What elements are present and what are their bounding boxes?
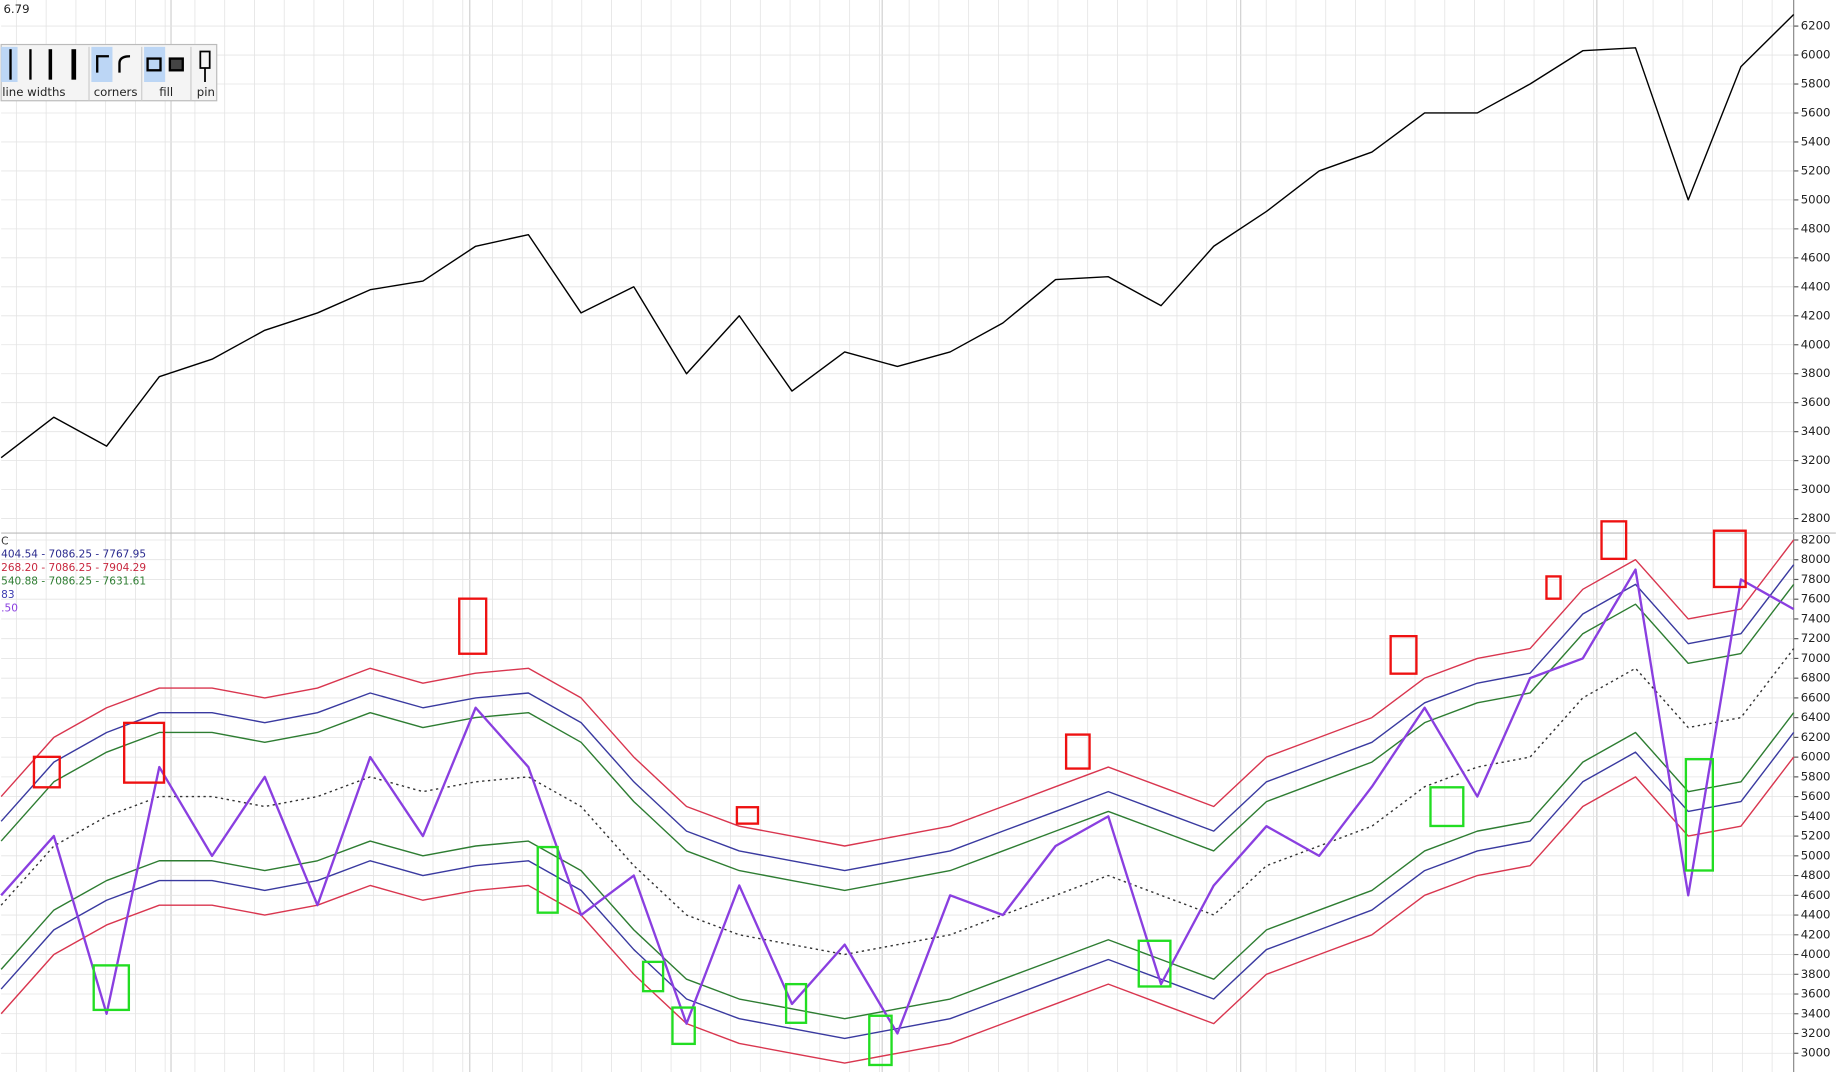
y-tick-label: 6600 [1801,690,1831,704]
trough-box [642,960,665,993]
series-line [0,539,1795,847]
series-line [0,583,1795,892]
selected-corner[interactable] [91,46,113,83]
series-line [0,756,1795,1064]
y-tick-label: 8200 [1801,532,1831,546]
legend-text: 83 [1,589,14,601]
trough-box [1137,939,1172,988]
y-tick-label: 3800 [1801,967,1831,981]
trough-box [671,1006,696,1046]
y-tick-label: 4600 [1801,888,1831,902]
trough-box [92,964,131,1012]
y-tick-label: 3000 [1801,1046,1831,1060]
pin-icon[interactable] [199,50,211,83]
y-tick-label: 5400 [1801,134,1831,148]
y-tick-label: 4400 [1801,279,1831,293]
y-tick-label: 4000 [1801,337,1831,351]
corner-icon[interactable] [96,55,109,73]
y-tick-label: 2800 [1801,511,1831,525]
trough-box [868,1014,893,1067]
y-tick-label: 5200 [1801,163,1831,177]
y-tick-label: 4600 [1801,250,1831,264]
vertical-grid [15,0,1773,1072]
toolbar-label: pin [197,85,215,99]
toolbar: line widths corners fill pin [0,43,218,102]
peak-box [1600,520,1628,561]
y-tick-label: 5000 [1801,848,1831,862]
y-tick-label: 7400 [1801,611,1831,625]
y-tick-label: 4200 [1801,308,1831,322]
y-tick-label: 7200 [1801,631,1831,645]
y-tick-label: 5400 [1801,809,1831,823]
y-tick-label: 7800 [1801,572,1831,586]
y-tick-label: 3400 [1801,424,1831,438]
y-tick-label: 5600 [1801,789,1831,803]
peak-box [458,597,488,655]
series-line [0,732,1795,1040]
series-line [0,14,1795,459]
y-tick-label: 3800 [1801,366,1831,380]
y-tick-label: 6000 [1801,48,1831,62]
y-tick-label: 8000 [1801,552,1831,566]
price-label: 6.79 [3,2,29,16]
legend-text: .50 [1,603,18,615]
trough-box [1429,786,1465,828]
series-line [0,648,1795,956]
peak-box [122,721,166,784]
y-tick-label: 3400 [1801,1006,1831,1020]
corner-icon[interactable] [118,55,131,73]
y-tick-label: 6800 [1801,671,1831,685]
peak-box [1545,575,1562,600]
y-tick-label: 6000 [1801,750,1831,764]
y-tick-label: 6400 [1801,710,1831,724]
y-tick-label: 4800 [1801,868,1831,882]
y-tick-label: 4200 [1801,927,1831,941]
fill-icon[interactable] [146,57,162,72]
y-tick-label: 6200 [1801,730,1831,744]
selected-fill[interactable] [144,46,166,83]
y-tick-label: 5600 [1801,105,1831,119]
y-tick-label: 4800 [1801,221,1831,235]
trough-box [1684,758,1715,872]
toolbar-label: line widths [2,85,65,99]
y-tick-label: 5200 [1801,829,1831,843]
peak-boxes [32,520,1747,825]
trough-boxes [92,758,1715,1067]
y-tick-label: 4400 [1801,908,1831,922]
y-tick-label: 7600 [1801,592,1831,606]
legend-text: 404.54 - 7086.25 - 7767.95 [1,549,146,561]
peak-box [1064,733,1091,770]
y-tick-label: 7000 [1801,651,1831,665]
peak-box [1712,529,1747,589]
legend-text: C [1,535,8,547]
y-tick-label: 3600 [1801,395,1831,409]
peak-box [1389,634,1418,675]
y-tick-label: 6200 [1801,19,1831,33]
y-tick-label: 5000 [1801,192,1831,206]
trough-box [536,845,559,914]
y-tick-label: 3600 [1801,987,1831,1001]
toolbar-label: corners [94,85,138,99]
series-line [0,568,1795,1035]
legend-text: 540.88 - 7086.25 - 7631.61 [1,576,146,588]
plots [0,0,1799,1072]
y-tick-label: 3000 [1801,482,1831,496]
trough-box [784,982,808,1024]
peak-box [735,806,760,825]
legend-text: 268.20 - 7086.25 - 7904.29 [1,562,146,574]
y-tick-label: 5800 [1801,769,1831,783]
peak-box [32,755,61,789]
toolbar-label: fill [159,85,173,99]
y-tick-label: 3200 [1801,453,1831,467]
y-tick-label: 4000 [1801,947,1831,961]
y-tick-label: 3200 [1801,1026,1831,1040]
series-line [0,564,1795,872]
y-tick-label: 5800 [1801,77,1831,91]
fill-icon[interactable] [168,57,184,72]
